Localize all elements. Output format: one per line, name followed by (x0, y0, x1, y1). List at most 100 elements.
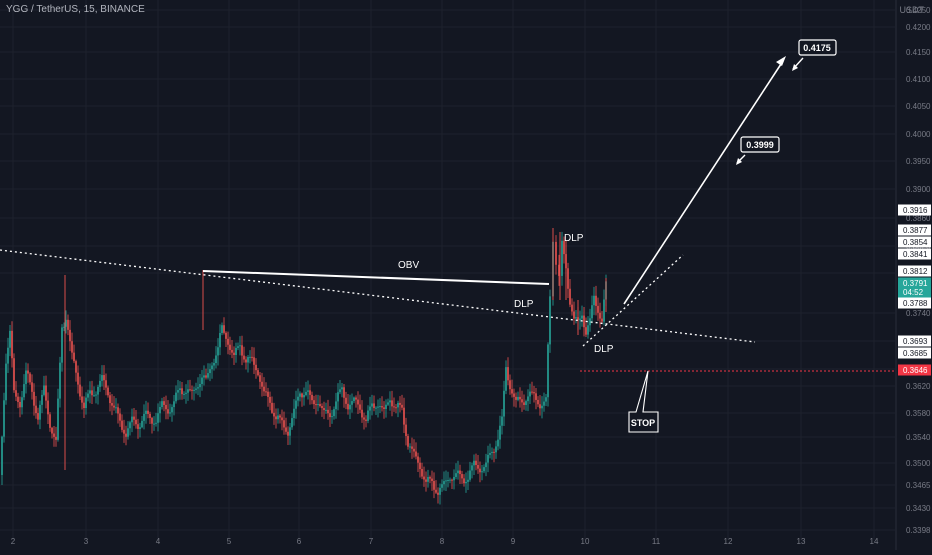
candle-body (107, 387, 109, 396)
candle-body (573, 311, 575, 319)
candle-body (419, 462, 421, 470)
candle-body (281, 417, 283, 421)
candle-body (189, 389, 191, 391)
candle-body (285, 427, 287, 432)
time-tick: 12 (724, 537, 733, 546)
price-label-badge (898, 248, 931, 260)
candle-body (331, 416, 333, 418)
candle-body (601, 318, 603, 322)
time-tick: 8 (440, 537, 445, 546)
candle-body (591, 305, 593, 319)
candle-body (449, 479, 451, 481)
candle-body (351, 401, 353, 405)
candle-body (359, 404, 361, 410)
candle-body (361, 409, 363, 418)
candle-body (287, 431, 289, 436)
candle-body (141, 420, 143, 428)
candle-body (75, 361, 77, 373)
candle-body (209, 369, 211, 374)
candle-body (339, 389, 341, 393)
candle-body (479, 468, 481, 473)
candle-body (123, 429, 125, 434)
candle-body (593, 295, 595, 306)
target-arrowhead (776, 56, 786, 66)
candle-body (251, 356, 253, 358)
candle-body (561, 240, 563, 276)
candle-body (7, 347, 9, 364)
candle-body (469, 470, 471, 480)
candle-body (283, 420, 285, 428)
price-tick: 0.4100 (906, 75, 931, 84)
target-1-callout[interactable]: 0.3999 (736, 136, 780, 165)
candle-body (433, 481, 435, 490)
descending-trendline[interactable] (0, 249, 756, 343)
candle-body (111, 403, 113, 406)
candle-body (455, 473, 457, 477)
stop-label: STOP (631, 418, 655, 428)
candle-body (315, 404, 317, 406)
candle-body (95, 394, 97, 396)
candle-body (79, 384, 81, 397)
candle-body (439, 487, 441, 495)
candle-body (441, 484, 443, 488)
candle-body (15, 390, 17, 397)
candle-body (375, 407, 377, 409)
candle-body (425, 479, 427, 482)
candle-body (587, 325, 589, 335)
candle-body (391, 400, 393, 407)
candle-body (29, 373, 31, 383)
candle-body (211, 365, 213, 370)
time-axis[interactable]: 2 3 4 5 6 7 8 9 10 11 12 13 14 (11, 537, 879, 546)
obv-line[interactable] (202, 270, 550, 285)
candle-body (41, 394, 43, 405)
candle-body (585, 327, 587, 335)
candle-body (1, 436, 3, 475)
price-label-text: 0.3841 (903, 250, 928, 259)
candle-body (453, 476, 455, 481)
candle-body (187, 389, 189, 393)
candle-body (65, 319, 67, 327)
candle-body (539, 404, 541, 409)
price-label-badge (898, 204, 931, 216)
price-tick: 0.4050 (906, 102, 931, 111)
price-tick: 0.3430 (906, 504, 931, 513)
stop-callout[interactable]: STOP (628, 370, 659, 433)
candle-body (595, 295, 597, 306)
candle-body (231, 349, 233, 353)
candle-body (349, 404, 351, 410)
time-tick: 7 (369, 537, 374, 546)
candle-body (509, 380, 511, 390)
candle-body (143, 413, 145, 421)
candle-body (387, 402, 389, 405)
target-arrow[interactable] (623, 60, 784, 305)
price-label-text: 0.3854 (903, 238, 928, 247)
candle-body (371, 403, 373, 407)
target-2-label: 0.4175 (803, 43, 831, 53)
candle-body (133, 416, 135, 420)
candle-body (135, 419, 137, 425)
price-label-badge (898, 277, 931, 289)
time-tick: 5 (227, 537, 232, 546)
candle-body (333, 409, 335, 417)
candle-body (403, 407, 405, 425)
candle-body (277, 415, 279, 420)
candle-body (317, 404, 319, 406)
candle-body (513, 393, 515, 397)
candle-body (157, 413, 159, 423)
candle-body (233, 352, 235, 356)
candle-body (159, 407, 161, 414)
price-label-text: 0.3788 (903, 299, 928, 308)
candle-body (59, 362, 61, 399)
target-2-callout[interactable]: 0.4175 (792, 39, 837, 71)
candle-body (597, 305, 599, 313)
time-tick: 14 (870, 537, 879, 546)
candle-body (383, 407, 385, 409)
candle-body (477, 464, 479, 469)
candle-body (599, 312, 601, 319)
candle-body (169, 412, 171, 414)
candle-body (515, 396, 517, 400)
candle-body (567, 268, 569, 289)
candle-body (507, 367, 509, 381)
candle-body (273, 412, 275, 417)
